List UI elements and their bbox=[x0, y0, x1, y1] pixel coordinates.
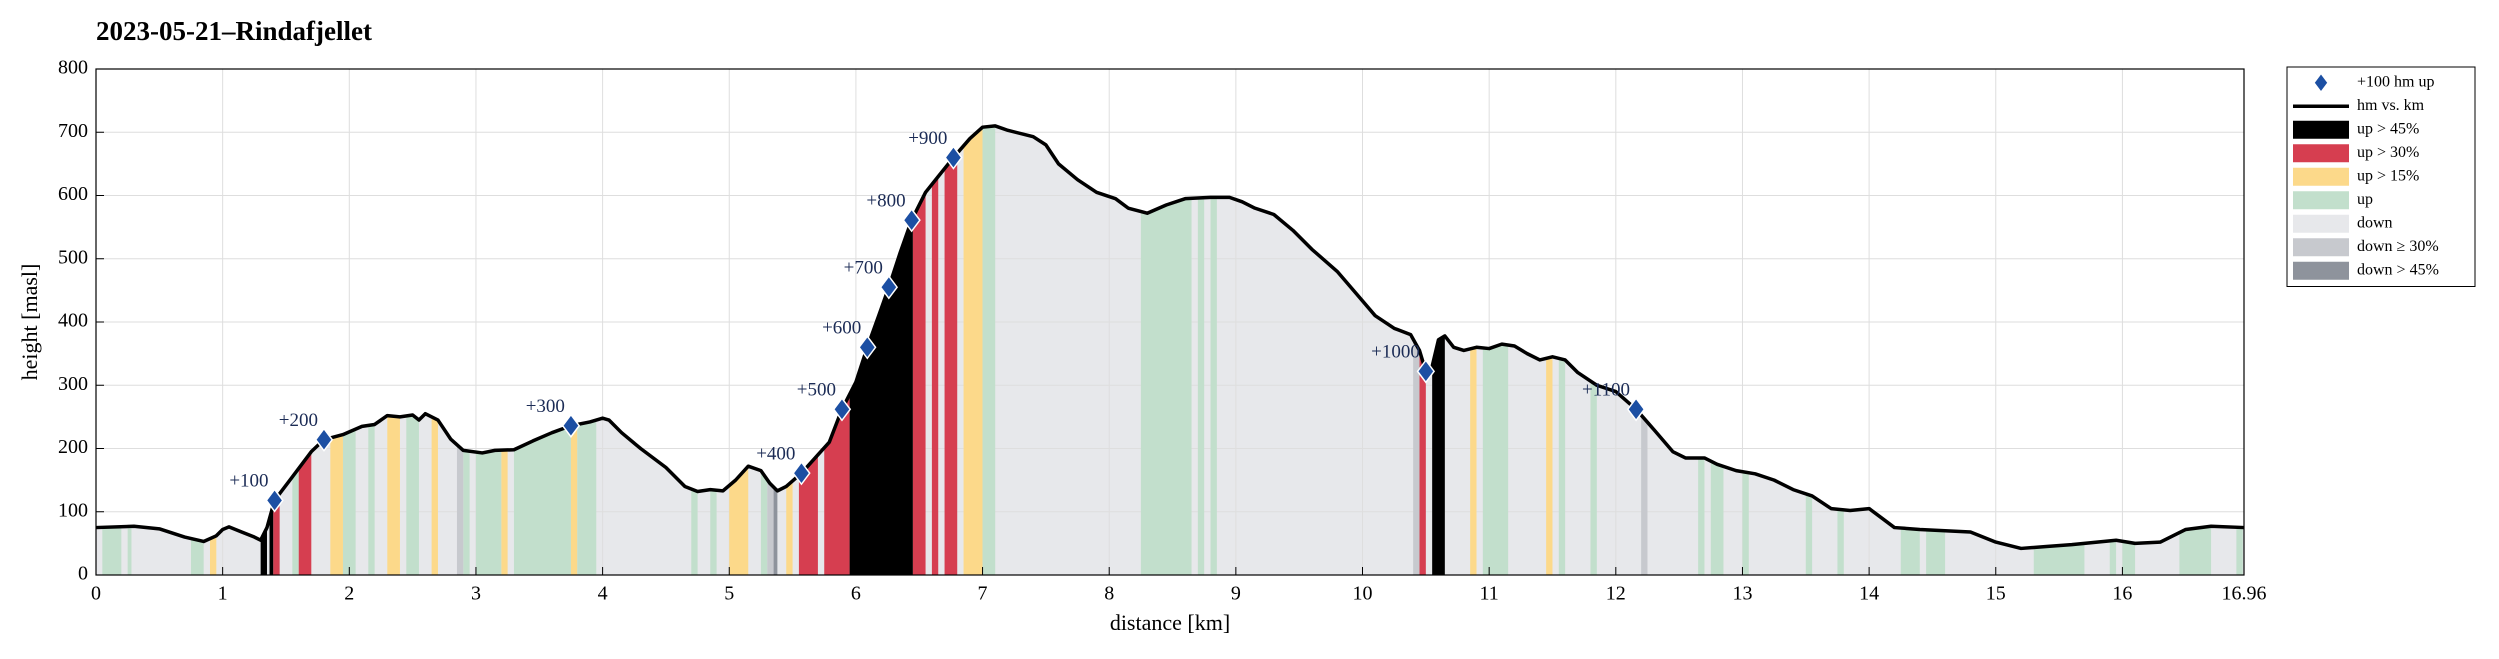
legend-label: up bbox=[2357, 191, 2373, 208]
band bbox=[1470, 125, 1477, 575]
marker bbox=[944, 145, 963, 170]
marker-label: +300 bbox=[526, 396, 565, 417]
y-tick-label: 300 bbox=[58, 373, 88, 395]
x-tick-label: 5 bbox=[724, 583, 734, 605]
x-tick-label: 6 bbox=[851, 583, 861, 605]
band bbox=[1210, 125, 1217, 575]
band bbox=[1413, 125, 1420, 575]
x-tick-label: 7 bbox=[978, 583, 988, 605]
x-tick-label: 16 bbox=[2112, 583, 2132, 605]
x-tick-label: 16.96 bbox=[2222, 583, 2267, 605]
legend-label: up > 30% bbox=[2357, 144, 2419, 161]
y-tick-label: 0 bbox=[78, 563, 88, 585]
marker bbox=[792, 460, 811, 486]
legend-marker bbox=[2313, 72, 2329, 93]
y-tick-label: 400 bbox=[58, 310, 88, 332]
x-tick-label: 3 bbox=[471, 583, 481, 605]
chart-title: 2023-05-21–Rindafjellet bbox=[96, 16, 372, 46]
profile-line bbox=[95, 124, 2245, 551]
legend-swatch bbox=[2293, 261, 2349, 280]
marker bbox=[832, 397, 852, 422]
band bbox=[944, 125, 958, 575]
x-tick-label: 1 bbox=[218, 583, 228, 605]
x-tick-label: 2 bbox=[344, 583, 354, 605]
marker bbox=[265, 488, 284, 513]
x-tick-label: 15 bbox=[1986, 583, 2006, 605]
legend-swatch bbox=[2293, 238, 2349, 257]
x-tick-label: 9 bbox=[1231, 583, 1241, 605]
legend-label: +100 hm up bbox=[2357, 73, 2434, 90]
band bbox=[963, 125, 983, 575]
marker-label: +1000 bbox=[1371, 342, 1420, 363]
legend-label: hm vs. km bbox=[2357, 97, 2425, 114]
marker-label: +1100 bbox=[1582, 380, 1630, 401]
y-tick-label: 500 bbox=[58, 246, 88, 268]
y-tick-label: 100 bbox=[58, 499, 88, 521]
legend-swatch bbox=[2293, 120, 2349, 139]
legend-swatch bbox=[2293, 167, 2349, 186]
marker bbox=[879, 274, 899, 300]
legend-swatch bbox=[2293, 191, 2349, 210]
y-tick-label: 700 bbox=[58, 120, 88, 142]
y-tick-label: 200 bbox=[58, 436, 88, 458]
marker bbox=[561, 413, 581, 438]
legend: +100 hm up hm vs. km up > 45% up > 30% up > … bbox=[2286, 66, 2476, 287]
x-tick-label: 4 bbox=[598, 583, 608, 605]
marker bbox=[858, 335, 877, 360]
band bbox=[1140, 125, 1192, 575]
marker bbox=[1626, 397, 1646, 422]
legend-label: down bbox=[2357, 214, 2393, 231]
band bbox=[1197, 125, 1205, 575]
marker bbox=[1416, 359, 1436, 384]
y-tick-label: 600 bbox=[58, 183, 88, 205]
legend-label: up > 15% bbox=[2357, 167, 2419, 184]
marker-label: +900 bbox=[908, 128, 947, 149]
x-axis-label: distance [km] bbox=[1110, 610, 1230, 635]
legend-label: down ≥ 30% bbox=[2357, 238, 2439, 255]
legend-label: down > 45% bbox=[2357, 261, 2439, 278]
marker-label: +500 bbox=[797, 380, 836, 401]
marker-label: +700 bbox=[844, 258, 883, 279]
marker-label: +600 bbox=[822, 318, 861, 339]
band bbox=[982, 125, 996, 575]
legend-swatch bbox=[2293, 214, 2349, 233]
x-tick-label: 10 bbox=[1353, 583, 1373, 605]
marker-label: +800 bbox=[866, 191, 905, 212]
y-tick-label: 800 bbox=[58, 57, 88, 79]
x-tick-label: 11 bbox=[1480, 583, 1499, 605]
y-axis-label: height [masl] bbox=[17, 264, 42, 381]
x-tick-label: 12 bbox=[1606, 583, 1626, 605]
marker-label: +100 bbox=[229, 471, 268, 492]
band bbox=[912, 125, 926, 575]
x-tick-label: 8 bbox=[1104, 583, 1114, 605]
legend-label: up > 45% bbox=[2357, 120, 2419, 137]
x-tick-label: 14 bbox=[1859, 583, 1879, 605]
marker bbox=[902, 207, 921, 233]
marker bbox=[314, 427, 334, 452]
marker-label: +400 bbox=[756, 444, 795, 465]
legend-swatch bbox=[2293, 144, 2349, 163]
band bbox=[931, 125, 939, 575]
x-tick-label: 0 bbox=[91, 583, 101, 605]
x-tick-label: 13 bbox=[1732, 583, 1752, 605]
marker-label: +200 bbox=[279, 410, 318, 431]
